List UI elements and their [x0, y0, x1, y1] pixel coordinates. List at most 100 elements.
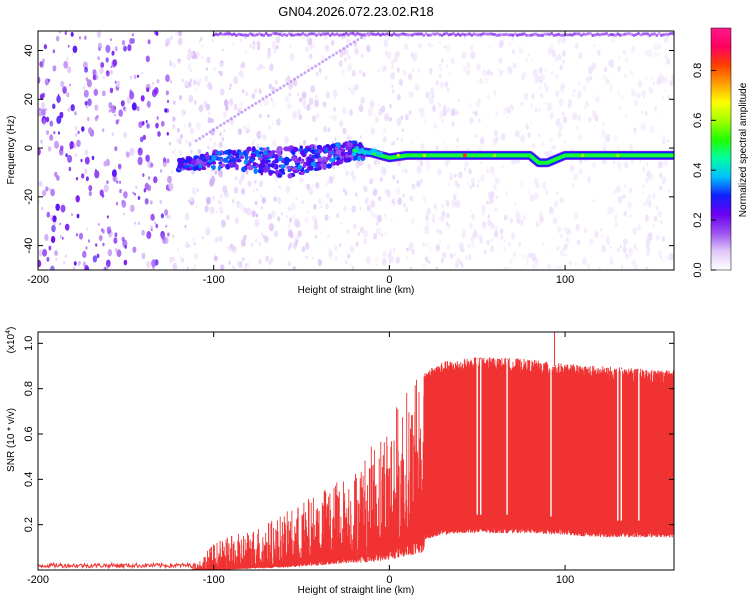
noise-blob — [138, 121, 143, 128]
noise-blob — [594, 114, 599, 122]
noise-blob — [641, 166, 646, 172]
noise-blob — [186, 53, 192, 61]
noise-blob — [446, 212, 450, 219]
noise-blob — [556, 245, 560, 252]
noise-blob — [347, 63, 352, 72]
noise-blob — [427, 43, 430, 47]
streak-blob — [282, 84, 286, 88]
noise-blob — [150, 162, 154, 168]
noise-blob — [322, 101, 327, 108]
noise-blob — [629, 144, 633, 151]
edge-blob — [253, 33, 257, 38]
noise-blob — [160, 233, 166, 241]
noise-blob — [240, 174, 245, 181]
noise-blob — [288, 82, 293, 90]
edge-blob — [657, 31, 661, 36]
edge-blob — [637, 31, 640, 36]
noise-blob — [346, 229, 350, 235]
noise-blob — [494, 225, 498, 231]
noise-blob — [657, 43, 662, 50]
edge-blob — [315, 33, 318, 37]
noise-blob — [646, 162, 649, 166]
noise-blob — [546, 108, 549, 111]
noise-blob — [628, 215, 631, 219]
noise-blob — [431, 104, 437, 112]
noise-blob — [663, 76, 669, 84]
noise-blob — [145, 154, 150, 162]
edge-blob — [632, 33, 636, 37]
noise-blob — [391, 84, 394, 88]
noise-blob — [166, 131, 169, 136]
edge-blob — [440, 33, 444, 37]
noise-blob — [438, 229, 443, 236]
noise-blob — [42, 189, 47, 197]
edge-blob — [376, 32, 380, 36]
edge-blob — [600, 32, 604, 36]
streak-blob — [208, 130, 212, 134]
noise-blob — [114, 247, 118, 253]
noise-blob — [314, 99, 319, 108]
x-tick-label: 0 — [386, 574, 392, 586]
noise-blob — [458, 241, 464, 250]
noise-blob — [557, 53, 562, 61]
edge-blob — [292, 33, 295, 37]
edge-blob — [566, 33, 570, 37]
noise-blob — [324, 214, 329, 221]
noise-blob — [449, 172, 453, 179]
noise-blob — [126, 96, 131, 104]
noise-blob — [140, 95, 145, 102]
noise-blob — [658, 129, 661, 133]
noise-blob — [573, 173, 578, 181]
noise-blob — [409, 195, 414, 202]
noise-blob — [344, 190, 348, 196]
noise-blob — [518, 214, 522, 218]
edge-blob — [374, 33, 378, 37]
noise-blob — [535, 220, 540, 228]
noise-blob — [166, 158, 170, 164]
edge-blob — [390, 33, 394, 37]
noise-blob — [401, 128, 404, 133]
edge-blob — [262, 33, 266, 38]
edge-blob — [319, 33, 323, 37]
streak-blob — [247, 106, 251, 110]
noise-blob — [103, 184, 109, 193]
noise-blob — [554, 55, 559, 63]
noise-blob — [84, 101, 88, 106]
spectrogram-frame — [37, 30, 675, 271]
noise-blob — [653, 215, 658, 222]
noise-blob — [50, 235, 56, 244]
ridge-blob — [201, 166, 207, 171]
edge-blob — [399, 32, 403, 36]
noise-blob — [389, 195, 391, 198]
noise-blob — [479, 78, 484, 85]
noise-blob — [572, 183, 575, 188]
noise-blob — [544, 101, 547, 105]
noise-blob — [424, 256, 429, 263]
noise-blob — [550, 146, 553, 150]
edge-blob — [308, 32, 311, 36]
noise-blob — [288, 177, 293, 184]
noise-blob — [499, 234, 504, 241]
noise-blob — [486, 69, 491, 76]
noise-blob — [498, 68, 500, 72]
noise-blob — [138, 221, 140, 225]
ridge-dot — [352, 151, 357, 156]
noise-blob — [511, 37, 515, 41]
edge-blob — [328, 33, 332, 37]
noise-blob — [94, 170, 100, 179]
noise-blob — [531, 142, 536, 149]
noise-blob — [609, 246, 612, 249]
noise-blob — [60, 80, 65, 88]
streak-blob — [243, 108, 247, 112]
noise-blob — [65, 153, 68, 158]
noise-blob — [259, 193, 263, 198]
noise-blob — [516, 218, 521, 225]
ridge-peak — [462, 153, 467, 158]
noise-blob — [105, 259, 111, 268]
noise-blob — [261, 197, 266, 204]
streak-blob — [271, 91, 275, 94]
colorbar: 0.00.20.40.60.8 Normalized spectral ampl… — [692, 27, 749, 278]
noise-blob — [334, 137, 337, 141]
noise-blob — [651, 195, 655, 200]
noise-blob — [608, 85, 614, 93]
